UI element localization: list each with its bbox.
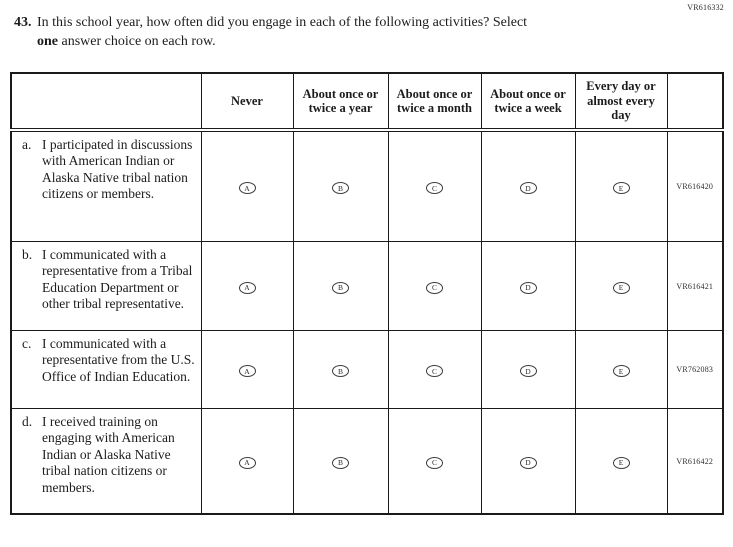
option-bubble-a-week[interactable]: D bbox=[519, 182, 537, 195]
option-bubble-d-month[interactable]: C bbox=[426, 456, 443, 469]
option-bubble-b-week[interactable]: D bbox=[519, 281, 537, 294]
table-row-b: b. I communicated with a representative … bbox=[10, 241, 724, 331]
header-once-twice-month: About once or twice a month bbox=[387, 72, 482, 132]
row-code-c: VR762083 bbox=[666, 330, 724, 409]
header-row: Never About once or twice a year About o… bbox=[10, 72, 724, 132]
option-bubble-d-year[interactable]: B bbox=[332, 456, 349, 469]
question-line1: In this school year, how often did you e… bbox=[37, 15, 528, 30]
question-block: 43. In this school year, how often did y… bbox=[0, 0, 733, 51]
option-bubble-d-never[interactable]: A bbox=[238, 456, 256, 469]
option-bubble-a-everyday[interactable]: E bbox=[612, 182, 630, 195]
option-bubble-a-never[interactable]: A bbox=[238, 182, 256, 195]
question-bold-word: one bbox=[37, 34, 58, 49]
item-letter-a: a. bbox=[22, 137, 32, 152]
option-bubble-c-year[interactable]: B bbox=[332, 365, 349, 378]
table-row-a: a. I participated in discussions with Am… bbox=[10, 129, 724, 242]
item-statement-d: I received training on engaging with Ame… bbox=[42, 414, 175, 495]
header-code-blank bbox=[666, 72, 724, 132]
option-bubble-b-month[interactable]: C bbox=[426, 281, 443, 294]
item-statement-b: I communicated with a representative fro… bbox=[42, 247, 193, 312]
page-corner-code: VR616332 bbox=[687, 3, 724, 12]
activities-frequency-table: Never About once or twice a year About o… bbox=[10, 72, 724, 515]
option-bubble-d-everyday[interactable]: E bbox=[612, 456, 630, 469]
header-once-twice-week: About once or twice a week bbox=[480, 72, 576, 132]
item-letter-d: d. bbox=[22, 414, 33, 429]
question-number: 43. bbox=[14, 15, 32, 30]
option-bubble-c-week[interactable]: D bbox=[519, 365, 537, 378]
item-text-d: d. I received training on engaging with … bbox=[10, 408, 202, 515]
option-bubble-b-everyday[interactable]: E bbox=[612, 281, 630, 294]
option-bubble-a-month[interactable]: C bbox=[426, 182, 443, 195]
item-text-c: c. I communicated with a representative … bbox=[10, 330, 202, 409]
option-bubble-c-everyday[interactable]: E bbox=[612, 365, 630, 378]
row-code-b: VR616421 bbox=[666, 241, 724, 331]
option-bubble-a-year[interactable]: B bbox=[332, 182, 349, 195]
table-row-d: d. I received training on engaging with … bbox=[10, 408, 724, 515]
option-bubble-c-month[interactable]: C bbox=[426, 365, 443, 378]
item-statement-c: I communicated with a representative fro… bbox=[42, 336, 195, 384]
item-text-a: a. I participated in discussions with Am… bbox=[10, 129, 202, 242]
header-every-day: Every day or almost every day bbox=[574, 72, 668, 132]
question-line2: answer choice on each row. bbox=[58, 34, 216, 49]
option-bubble-c-never[interactable]: A bbox=[238, 365, 256, 378]
header-once-twice-year: About once or twice a year bbox=[292, 72, 389, 132]
header-item-blank bbox=[10, 72, 202, 132]
item-letter-b: b. bbox=[22, 247, 33, 262]
table-row-c: c. I communicated with a representative … bbox=[10, 330, 724, 409]
row-code-d: VR616422 bbox=[666, 408, 724, 515]
item-statement-a: I participated in discussions with Ameri… bbox=[42, 137, 193, 202]
item-text-b: b. I communicated with a representative … bbox=[10, 241, 202, 331]
row-code-a: VR616420 bbox=[666, 129, 724, 242]
question-text: In this school year, how often did you e… bbox=[37, 13, 527, 51]
option-bubble-d-week[interactable]: D bbox=[519, 456, 537, 469]
header-never: Never bbox=[200, 72, 294, 132]
option-bubble-b-year[interactable]: B bbox=[332, 281, 349, 294]
option-bubble-b-never[interactable]: A bbox=[238, 281, 256, 294]
item-letter-c: c. bbox=[22, 336, 32, 351]
